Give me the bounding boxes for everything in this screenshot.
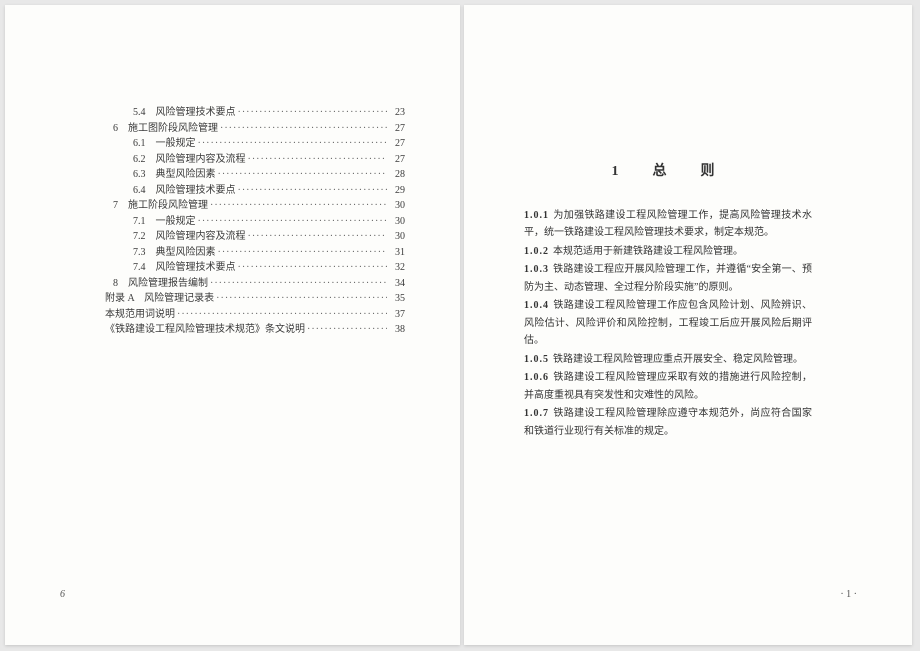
toc-page-number: 23 (387, 105, 405, 121)
toc-label: 附录 A 风险管理记录表 (105, 291, 214, 307)
toc-label: 7 施工阶段风险管理 (113, 198, 208, 214)
toc-label: 本规范用词说明 (105, 307, 175, 323)
toc-leader-dots (214, 291, 387, 307)
clause-paragraph: 1.0.3铁路建设工程应开展风险管理工作，并遵循“安全第一、预防为主、动态管理、… (524, 261, 812, 296)
toc-page-number: 37 (387, 307, 405, 323)
toc-row: 7.3 典型风险因素 31 (105, 245, 405, 261)
clause-text: 本规范适用于新建铁路建设工程风险管理。 (553, 246, 743, 257)
toc-leader-dots (196, 136, 388, 152)
clause-number: 1.0.6 (524, 372, 549, 383)
toc-page-number: 31 (387, 245, 405, 261)
clause-number: 1.0.2 (524, 246, 549, 257)
toc-leader-dots (218, 121, 387, 137)
toc-label: 6.2 风险管理内容及流程 (133, 152, 246, 168)
toc-page-number: 30 (387, 214, 405, 230)
left-page-number: 6 (60, 589, 65, 600)
toc-label: 5.4 风险管理技术要点 (133, 105, 236, 121)
clause-number: 1.0.5 (524, 354, 549, 365)
toc-row: 7 施工阶段风险管理 30 (105, 198, 405, 214)
toc-container: 5.4 风险管理技术要点236 施工图阶段风险管理276.1 一般规定276.2… (105, 105, 405, 338)
clause-text: 为加强铁路建设工程风险管理工作，提高风险管理技术水平，统一铁路建设工程风险管理技… (524, 210, 812, 239)
left-page: 5.4 风险管理技术要点236 施工图阶段风险管理276.1 一般规定276.2… (5, 5, 460, 645)
toc-row: 本规范用词说明 37 (105, 307, 405, 323)
toc-label: 7.1 一般规定 (133, 214, 196, 230)
clause-text: 铁路建设工程风险管理应采取有效的措施进行风险控制，并高度重视具有突发性和灾难性的… (524, 372, 812, 401)
clause-paragraph: 1.0.1为加强铁路建设工程风险管理工作，提高风险管理技术水平，统一铁路建设工程… (524, 207, 812, 242)
toc-leader-dots (246, 229, 388, 245)
toc-row: 附录 A 风险管理记录表 35 (105, 291, 405, 307)
toc-leader-dots (246, 152, 388, 168)
toc-row: 7.4 风险管理技术要点 32 (105, 260, 405, 276)
clause-text: 铁路建设工程风险管理应重点开展安全、稳定风险管理。 (553, 354, 803, 365)
toc-leader-dots (236, 183, 388, 199)
toc-label: 7.4 风险管理技术要点 (133, 260, 236, 276)
toc-row: 6.4 风险管理技术要点 29 (105, 183, 405, 199)
toc-page-number: 27 (387, 152, 405, 168)
toc-leader-dots (196, 214, 388, 230)
clause-text: 铁路建设工程风险管理工作应包含风险计划、风险辨识、风险估计、风险评价和风险控制，… (524, 300, 812, 346)
chapter-content: 1 总 则 1.0.1为加强铁路建设工程风险管理工作，提高风险管理技术水平，统一… (524, 160, 812, 441)
clause-paragraph: 1.0.7铁路建设工程风险管理除应遵守本规范外，尚应符合国家和铁道行业现行有关标… (524, 405, 812, 440)
toc-page-number: 28 (387, 167, 405, 183)
toc-leader-dots (208, 198, 387, 214)
toc-row: 7.1 一般规定 30 (105, 214, 405, 230)
clause-text: 铁路建设工程应开展风险管理工作，并遵循“安全第一、预防为主、动态管理、全过程分阶… (524, 264, 812, 293)
toc-label: 6.3 典型风险因素 (133, 167, 216, 183)
clause-text: 铁路建设工程风险管理除应遵守本规范外，尚应符合国家和铁道行业现行有关标准的规定。 (524, 408, 812, 437)
clause-number: 1.0.3 (524, 264, 549, 275)
toc-row: 6.3 典型风险因素 28 (105, 167, 405, 183)
toc-label: 6 施工图阶段风险管理 (113, 121, 218, 137)
toc-row: 6 施工图阶段风险管理 27 (105, 121, 405, 137)
toc-page-number: 27 (387, 121, 405, 137)
chapter-title: 1 总 则 (524, 160, 812, 185)
toc-label: 7.3 典型风险因素 (133, 245, 216, 261)
right-page-number: · 1 · (840, 589, 857, 600)
right-page: 1 总 则 1.0.1为加强铁路建设工程风险管理工作，提高风险管理技术水平，统一… (464, 5, 912, 645)
toc-label: 6.4 风险管理技术要点 (133, 183, 236, 199)
toc-row: 6.1 一般规定 27 (105, 136, 405, 152)
toc-row: 7.2 风险管理内容及流程 30 (105, 229, 405, 245)
clause-number: 1.0.1 (524, 210, 549, 221)
toc-leader-dots (236, 260, 388, 276)
toc-label: 6.1 一般规定 (133, 136, 196, 152)
toc-leader-dots (216, 167, 388, 183)
toc-page-number: 27 (387, 136, 405, 152)
toc-leader-dots (236, 105, 388, 121)
clause-paragraph: 1.0.6铁路建设工程风险管理应采取有效的措施进行风险控制，并高度重视具有突发性… (524, 369, 812, 404)
toc-page-number: 38 (387, 322, 405, 338)
clause-paragraph: 1.0.4铁路建设工程风险管理工作应包含风险计划、风险辨识、风险估计、风险评价和… (524, 297, 812, 350)
toc-row: 8 风险管理报告编制 34 (105, 276, 405, 292)
toc-leader-dots (305, 322, 387, 338)
toc-row: 6.2 风险管理内容及流程 27 (105, 152, 405, 168)
toc-leader-dots (175, 307, 387, 323)
toc-leader-dots (216, 245, 388, 261)
toc-label: 8 风险管理报告编制 (113, 276, 208, 292)
toc-row: 《铁路建设工程风险管理技术规范》条文说明 38 (105, 322, 405, 338)
toc-leader-dots (208, 276, 387, 292)
clause-number: 1.0.7 (524, 408, 549, 419)
toc-page-number: 32 (387, 260, 405, 276)
toc-label: 《铁路建设工程风险管理技术规范》条文说明 (105, 322, 305, 338)
clause-paragraph: 1.0.5 铁路建设工程风险管理应重点开展安全、稳定风险管理。 (524, 351, 812, 369)
toc-page-number: 30 (387, 198, 405, 214)
toc-row: 5.4 风险管理技术要点 23 (105, 105, 405, 121)
toc-page-number: 30 (387, 229, 405, 245)
toc-page-number: 29 (387, 183, 405, 199)
paragraphs-container: 1.0.1为加强铁路建设工程风险管理工作，提高风险管理技术水平，统一铁路建设工程… (524, 207, 812, 441)
toc-label: 7.2 风险管理内容及流程 (133, 229, 246, 245)
clause-number: 1.0.4 (524, 300, 549, 311)
toc-page-number: 35 (387, 291, 405, 307)
toc-page-number: 34 (387, 276, 405, 292)
clause-paragraph: 1.0.2 本规范适用于新建铁路建设工程风险管理。 (524, 243, 812, 261)
